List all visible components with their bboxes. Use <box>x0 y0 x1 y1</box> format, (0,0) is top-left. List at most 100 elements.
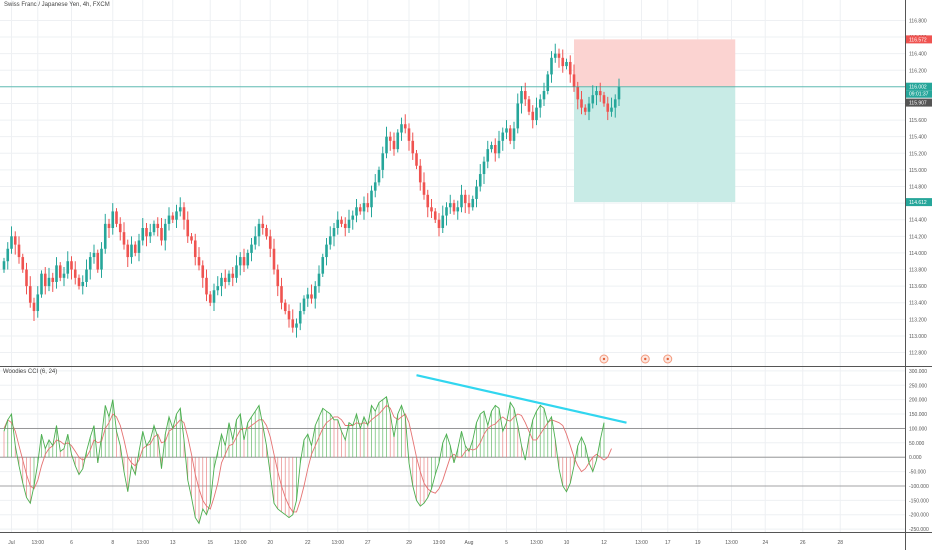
candle-body <box>478 174 482 187</box>
cci-tick-label: -200.000 <box>909 513 929 519</box>
price-tick-label: 114.000 <box>909 251 927 257</box>
time-tick-label: 29 <box>406 540 412 546</box>
candle-body <box>452 203 456 212</box>
cci-tick-label: -150.000 <box>909 498 929 504</box>
cci-indicator <box>0 374 905 525</box>
candle-body <box>212 290 216 303</box>
candle-body <box>486 149 490 162</box>
time-tick-label: 5 <box>505 540 508 546</box>
candle-body <box>291 319 295 328</box>
candle-body <box>501 132 505 141</box>
candle-body <box>51 277 55 282</box>
candle-body <box>351 215 355 220</box>
candle-body <box>223 277 227 282</box>
price-tag-target <box>906 198 932 207</box>
candle-body <box>347 219 351 229</box>
price-tag-open <box>906 98 932 107</box>
price-tick-label: 115.200 <box>909 151 927 157</box>
price-tag-text: 116.572 <box>909 37 927 43</box>
candle-body <box>92 252 96 258</box>
time-tick-label: 8 <box>111 540 114 546</box>
candle-body <box>85 269 88 282</box>
candle-body <box>366 203 370 208</box>
candle-body <box>538 99 542 108</box>
candle-body <box>235 265 238 278</box>
candle-body <box>36 294 40 312</box>
candle-body <box>407 128 411 141</box>
candle-body <box>238 257 242 266</box>
cci-tick-label: 100.000 <box>909 426 927 432</box>
candle-body <box>418 165 422 183</box>
candle-body <box>482 161 486 175</box>
candle-body <box>475 186 478 199</box>
candle-body <box>598 91 602 96</box>
time-tick-label: 26 <box>800 540 806 546</box>
candle-body <box>433 211 437 220</box>
time-tick-label: 24 <box>762 540 768 546</box>
price-tick-label: 116.800 <box>909 18 927 24</box>
candle-body <box>287 311 291 320</box>
candle-body <box>445 207 448 216</box>
candle-body <box>321 257 325 274</box>
candle-body <box>178 207 182 212</box>
candle-body <box>565 61 568 67</box>
candle-body <box>535 107 538 121</box>
candle-body <box>261 223 265 229</box>
candle-body <box>557 53 561 58</box>
candle-body <box>182 207 186 220</box>
candle-body <box>531 111 535 121</box>
price-candles <box>2 43 673 364</box>
time-tick-label: 13:00 <box>31 540 44 546</box>
candle-body <box>43 273 47 287</box>
cci-tick-label: 200.000 <box>909 398 927 404</box>
candle-body <box>362 203 366 212</box>
candle-body <box>25 269 28 287</box>
candle-body <box>175 211 178 220</box>
candle-body <box>163 223 167 241</box>
candle-body <box>193 240 197 258</box>
candle-body <box>122 232 126 245</box>
candle-body <box>343 223 347 229</box>
cci-tick-label: 150.000 <box>909 412 927 418</box>
candle-body <box>497 140 501 154</box>
candle-body <box>171 215 175 220</box>
price-tick-label: 115.000 <box>909 168 927 174</box>
candle-body <box>325 244 328 258</box>
position-zones[interactable] <box>574 39 736 203</box>
time-tick-label: 22 <box>305 540 311 546</box>
take-profit-zone[interactable] <box>574 86 736 203</box>
price-tick-label: 114.400 <box>909 218 927 224</box>
time-tick-label: 15 <box>207 540 213 546</box>
candle-body <box>77 277 81 287</box>
cci-tick-label: -50.000 <box>909 470 926 476</box>
axis-labels: 116.800116.600116.400116.200116.000115.8… <box>8 18 932 546</box>
event-marker-dot <box>644 357 647 361</box>
time-tick-label: 13:00 <box>530 540 543 546</box>
candle-body <box>392 140 396 150</box>
candle-body <box>388 136 392 141</box>
candle-body <box>272 248 276 270</box>
stop-loss-zone[interactable] <box>574 39 736 87</box>
candle-body <box>313 286 317 299</box>
candle-body <box>377 169 381 183</box>
price-tick-label: 113.200 <box>909 317 927 323</box>
cci-trendline <box>416 374 627 424</box>
time-tick-label: 13:00 <box>433 540 446 546</box>
candle-body <box>197 257 201 266</box>
candle-body <box>201 265 205 278</box>
time-tick-label: Jul <box>8 540 14 546</box>
candle-body <box>550 57 553 75</box>
candle-body <box>512 128 516 141</box>
price-tick-label: 116.200 <box>909 68 927 74</box>
candle-body <box>430 207 433 212</box>
price-tag-text: 116.002 <box>909 85 927 91</box>
candle-body <box>73 269 77 278</box>
candle-body <box>471 198 475 208</box>
time-tick-label: 13:00 <box>234 540 247 546</box>
candle-body <box>456 207 460 212</box>
time-tick-label: 13 <box>170 540 176 546</box>
countdown-text: 09:01:37 <box>909 92 929 98</box>
candle-body <box>220 277 223 287</box>
time-tick-label: 13:00 <box>635 540 648 546</box>
